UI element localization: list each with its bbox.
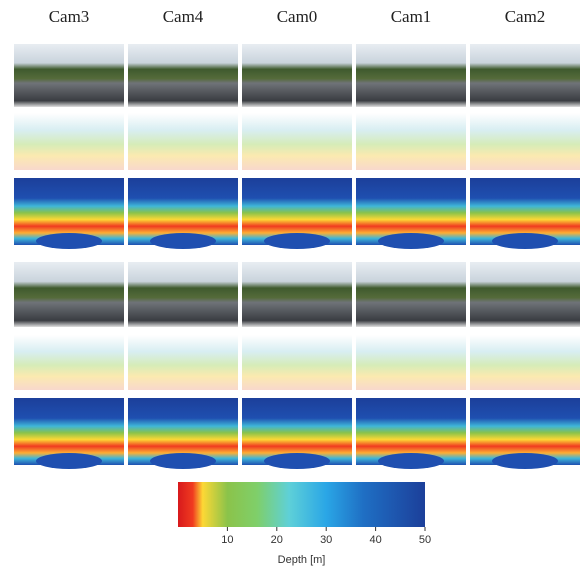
depth-near-region bbox=[264, 453, 330, 469]
sparse-depth bbox=[356, 335, 466, 390]
sparse-depth bbox=[356, 113, 466, 170]
colorbar-tick-label: 20 bbox=[271, 534, 283, 546]
colorbar-tick-label: 40 bbox=[369, 534, 381, 546]
camera-image bbox=[128, 44, 238, 107]
colorbar-label: Depth [m] bbox=[278, 554, 326, 566]
colorbar-tick-label: 10 bbox=[221, 534, 233, 546]
camera-image bbox=[470, 44, 580, 107]
depth-near-region bbox=[36, 453, 102, 469]
sparse-depth bbox=[470, 335, 580, 390]
depth-near-region bbox=[492, 453, 558, 469]
sparse-depth bbox=[470, 113, 580, 170]
camera-image bbox=[14, 262, 124, 327]
sparse-depth bbox=[242, 113, 352, 170]
column-header: Cam1 bbox=[391, 7, 432, 26]
camera-image bbox=[242, 262, 352, 327]
camera-image bbox=[356, 44, 466, 107]
depth-near-region bbox=[150, 453, 216, 469]
depth-near-region bbox=[378, 453, 444, 469]
depth-near-region bbox=[150, 233, 216, 249]
sparse-depth bbox=[242, 335, 352, 390]
column-header: Cam0 bbox=[277, 7, 318, 26]
column-header: Cam2 bbox=[505, 7, 546, 26]
colorbar-tick-label: 50 bbox=[419, 534, 431, 546]
depth-near-region bbox=[378, 233, 444, 249]
sparse-depth bbox=[128, 335, 238, 390]
colorbar-tick-label: 30 bbox=[320, 534, 332, 546]
sparse-depth bbox=[14, 113, 124, 170]
camera-image bbox=[356, 262, 466, 327]
sparse-depth bbox=[128, 113, 238, 170]
sparse-depth bbox=[14, 335, 124, 390]
depth-near-region bbox=[36, 233, 102, 249]
column-header: Cam4 bbox=[163, 7, 204, 26]
camera-image bbox=[14, 44, 124, 107]
depth-near-region bbox=[492, 233, 558, 249]
camera-image bbox=[128, 262, 238, 327]
depth-near-region bbox=[264, 233, 330, 249]
camera-image bbox=[242, 44, 352, 107]
camera-image bbox=[470, 262, 580, 327]
figure: Cam3 Cam4 Cam0 Cam1 Cam2 10 20 30 40 50 Depth [m] bbox=[0, 0, 582, 572]
column-header: Cam3 bbox=[49, 7, 90, 26]
colorbar bbox=[178, 482, 425, 527]
